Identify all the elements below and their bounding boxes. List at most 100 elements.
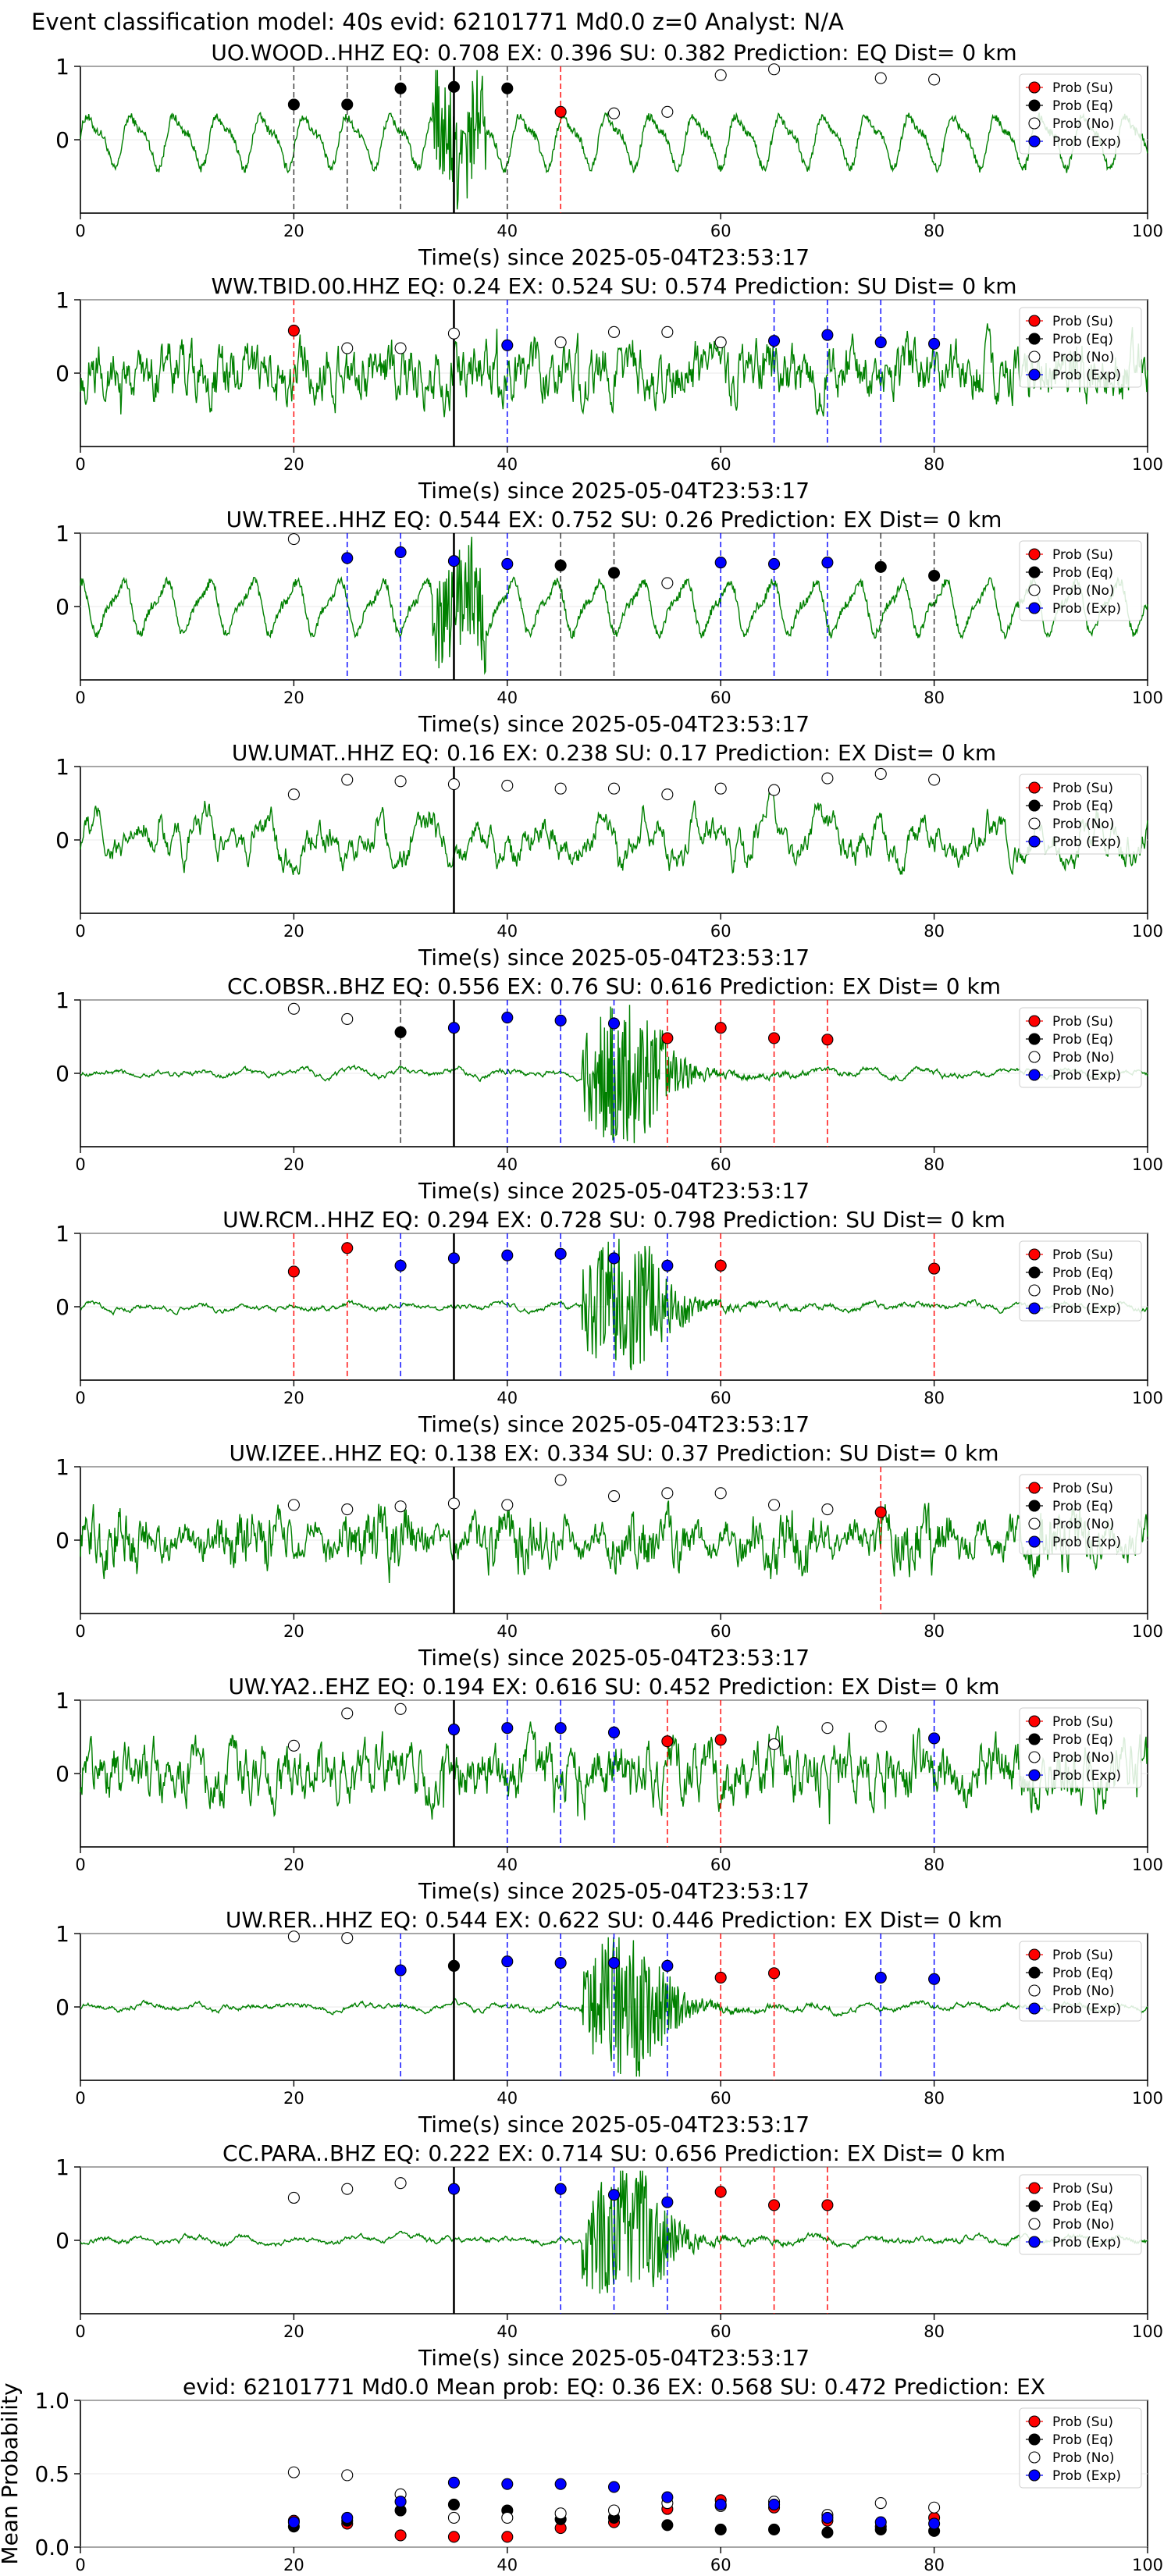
prob-point-no [287, 1499, 300, 1511]
prob-point-su [714, 1971, 727, 1984]
mean-point-exp [554, 2478, 567, 2490]
x-axis-label: Time(s) since 2025-05-04T23:53:17 [418, 1878, 810, 1904]
prob-point-eq [874, 560, 887, 573]
prob-point-eq [607, 567, 621, 579]
legend-marker-su [1028, 81, 1041, 94]
x-tick-label: 100 [1132, 1389, 1163, 1407]
x-tick-label: 0 [75, 2322, 85, 2341]
legend-label-exp: Prob (Exp) [1052, 1068, 1121, 1083]
panel-title: CC.PARA..BHZ EQ: 0.222 EX: 0.714 SU: 0.6… [222, 2140, 1005, 2166]
legend-label-exp: Prob (Exp) [1052, 2001, 1121, 2017]
mean-point-eq [661, 2519, 674, 2532]
legend-marker-exp [1028, 602, 1041, 614]
prob-point-eq [928, 569, 941, 582]
x-tick-label: 40 [497, 455, 518, 474]
mean-point-exp [874, 2516, 887, 2528]
x-tick-label: 0 [75, 922, 85, 941]
legend-marker-su [1028, 2182, 1041, 2194]
y-tick-label: 0 [55, 2228, 69, 2254]
legend-marker-no [1028, 1751, 1041, 1763]
y-tick-label: 0 [55, 1994, 69, 2020]
legend-box [1019, 73, 1142, 155]
prob-point-su [767, 1032, 781, 1044]
prob-point-exp [447, 555, 461, 568]
prob-point-no [447, 778, 461, 791]
x-tick-label: 60 [710, 2089, 731, 2108]
x-tick-label: 80 [924, 222, 945, 240]
legend-label-eq: Prob (Eq) [1052, 1265, 1113, 1281]
legend-label-exp: Prob (Exp) [1052, 1768, 1121, 1784]
prob-point-exp [447, 1252, 461, 1265]
x-axis-label: Time(s) since 2025-05-04T23:53:17 [418, 711, 810, 737]
prob-point-no [767, 1499, 781, 1511]
prob-point-eq [394, 1026, 407, 1038]
prob-point-su [287, 1265, 300, 1278]
y-tick-label: 1 [55, 1688, 69, 1713]
y-tick-label: 0 [55, 361, 69, 386]
mean-point-eq [447, 2498, 461, 2511]
x-tick-label: 80 [924, 922, 945, 941]
mean-point-eq [821, 2526, 834, 2539]
x-tick-label: 20 [283, 455, 304, 474]
prob-point-exp [554, 1957, 567, 1969]
prob-point-su [821, 1034, 834, 1046]
legend-box [1019, 307, 1142, 388]
x-tick-label: 40 [497, 2556, 518, 2574]
legend-marker-su [1028, 2415, 1041, 2428]
legend-box [1019, 1007, 1142, 1088]
x-tick-label: 0 [75, 688, 85, 707]
legend-marker-su [1028, 1715, 1041, 1727]
prob-point-no [287, 1930, 300, 1943]
x-tick-label: 0 [75, 455, 85, 474]
legend-marker-no [1028, 2451, 1041, 2464]
panel-title: UW.UMAT..HHZ EQ: 0.16 EX: 0.238 SU: 0.17… [232, 740, 996, 766]
prob-point-no [341, 1707, 354, 1720]
legend-label-eq: Prob (Eq) [1052, 1966, 1113, 1981]
prob-point-no [394, 1500, 407, 1513]
prob-point-eq [447, 1959, 461, 1972]
prob-point-no [287, 788, 300, 801]
legend-label-exp: Prob (Exp) [1052, 134, 1121, 150]
prob-point-no [661, 105, 674, 118]
mean-point-exp [821, 2511, 834, 2524]
x-tick-label: 60 [710, 1856, 731, 1874]
prob-point-exp [714, 557, 727, 569]
panel-title: UO.WOOD..HHZ EQ: 0.708 EX: 0.396 SU: 0.3… [211, 40, 1016, 66]
panel-title: UW.RCM..HHZ EQ: 0.294 EX: 0.728 SU: 0.79… [222, 1207, 1005, 1233]
y-tick-label: 1 [55, 54, 69, 80]
mean-point-no [287, 2466, 300, 2478]
prob-point-exp [501, 1722, 514, 1735]
legend: Prob (Su) Prob (Eq) Prob (No) Prob (Exp) [1019, 1474, 1142, 1555]
prob-point-no [714, 782, 727, 795]
prob-point-su [341, 1242, 354, 1254]
prob-point-su [661, 1735, 674, 1748]
prob-point-no [501, 779, 514, 792]
x-tick-label: 60 [710, 222, 731, 240]
x-axis-label: Time(s) since 2025-05-04T23:53:17 [418, 244, 810, 270]
prob-point-no [287, 2191, 300, 2204]
legend-marker-no [1028, 1284, 1041, 1297]
mean-point-su [447, 2531, 461, 2543]
legend-box [1019, 540, 1142, 621]
prob-point-no [341, 1012, 354, 1025]
x-tick-label: 0 [75, 1155, 85, 1174]
panel-mean: 0.0 0.5 1.0 0 20 40 60 80 100 evid: 62101771 Md0.… [0, 2374, 1163, 2574]
x-tick-label: 80 [924, 1389, 945, 1407]
prob-point-no [607, 1490, 621, 1503]
x-tick-label: 80 [924, 1856, 945, 1874]
prob-point-su [767, 1967, 781, 1980]
figure-title: Event classification model: 40s evid: 62… [31, 9, 844, 35]
legend-label-no: Prob (No) [1052, 1517, 1115, 1532]
x-tick-label: 40 [497, 1155, 518, 1174]
x-tick-label: 40 [497, 1389, 518, 1407]
prob-point-su [714, 2186, 727, 2198]
prob-point-su [874, 1506, 887, 1518]
prob-point-exp [821, 329, 834, 341]
y-tick-label: 1 [55, 1221, 69, 1247]
prob-point-no [607, 326, 621, 338]
